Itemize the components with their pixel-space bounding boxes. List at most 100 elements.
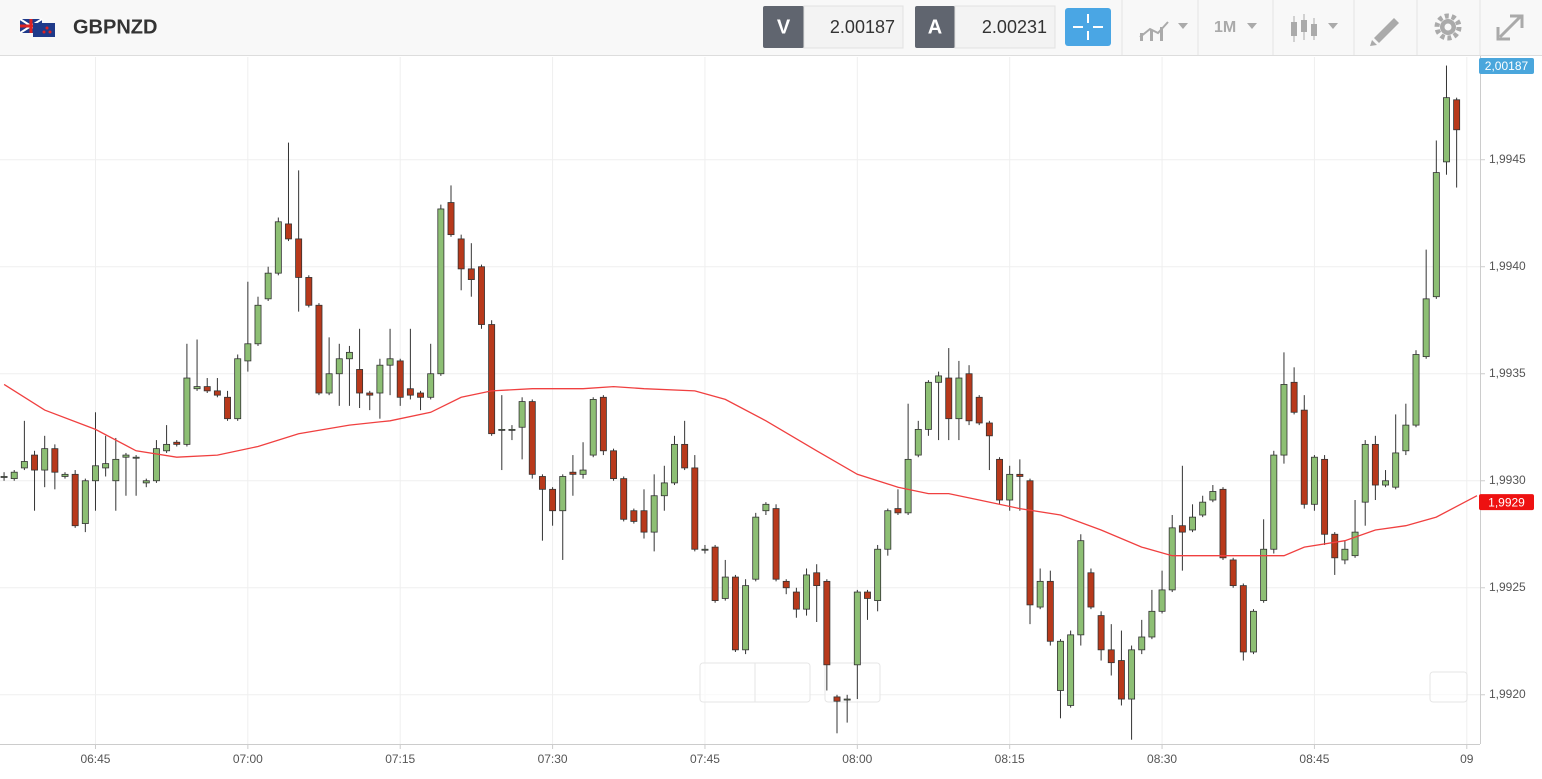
plot: [0, 65, 1478, 740]
ask-button[interactable]: [915, 6, 955, 48]
timeframe[interactable]: 1M: [1214, 19, 1236, 36]
candle-body: [274, 221, 282, 274]
chart-type-button[interactable]: [1139, 21, 1188, 41]
candle-body: [142, 480, 150, 484]
ask-price-box[interactable]: [954, 5, 1056, 49]
candle-body: [1260, 548, 1268, 602]
candle-body: [1077, 540, 1085, 636]
candle-body: [1392, 452, 1400, 488]
candle-body: [1402, 424, 1410, 452]
fullscreen-button[interactable]: [1496, 14, 1524, 41]
candle-body: [1117, 660, 1125, 700]
candle-body: [1006, 473, 1014, 501]
x-tick-label: 09: [1460, 752, 1474, 766]
candle-body: [742, 585, 750, 651]
ask-price: 2.00231: [982, 17, 1047, 37]
candle-body: [833, 696, 841, 702]
price-tag-label: 1,9929: [1488, 495, 1525, 509]
candle-body: [1087, 572, 1095, 608]
candle-body: [1168, 527, 1176, 591]
candle-body: [325, 373, 333, 394]
candle-body: [508, 428, 516, 431]
candle-body: [874, 548, 882, 602]
timeframe-caret: [1247, 23, 1257, 29]
candle-body: [1300, 409, 1308, 505]
candle-body: [193, 386, 201, 390]
crosshair-button[interactable]: [1065, 8, 1111, 46]
candle-body: [1097, 615, 1105, 651]
candle-body: [945, 377, 953, 420]
candle-body: [305, 277, 313, 306]
candle-body: [1443, 97, 1450, 163]
candle-body: [406, 388, 414, 396]
candle-body: [681, 443, 689, 469]
candle-body: [132, 456, 140, 459]
candle-body: [813, 572, 821, 587]
candle-body: [853, 591, 861, 666]
candle-body: [1331, 533, 1339, 559]
candle-body: [1107, 649, 1115, 664]
candle-body: [122, 454, 130, 458]
candle-body: [691, 467, 699, 550]
candle-body: [1412, 354, 1420, 426]
candle-body: [782, 580, 790, 589]
candle-body: [1148, 610, 1156, 638]
candle-body: [650, 495, 658, 533]
candle-body: [203, 386, 211, 392]
candle-body: [1189, 516, 1196, 531]
candle-body: [731, 576, 739, 651]
bid-price-box[interactable]: [803, 5, 904, 49]
candle-body: [985, 422, 993, 437]
candle-body: [843, 698, 851, 701]
candle-body: [467, 268, 475, 280]
candle-body: [518, 401, 526, 428]
grid: [0, 57, 1480, 744]
candle-body: [884, 510, 892, 550]
candle-body: [610, 450, 617, 480]
candle-body: [864, 591, 871, 599]
y-tick-label: 1,9930: [1489, 473, 1526, 487]
candle-body: [671, 443, 678, 484]
candle-body: [112, 458, 120, 482]
moving-average-line: [3, 383, 1478, 557]
x-tick-label: 08:15: [995, 752, 1025, 766]
candle-body: [1290, 381, 1298, 413]
flag-icon: [19, 18, 55, 37]
candle-body: [914, 428, 922, 456]
candle-body: [711, 546, 719, 602]
x-tick-label: 06:45: [80, 752, 110, 766]
draw-tool-button[interactable]: [1370, 18, 1399, 46]
candle-body: [1239, 585, 1247, 653]
candle-body: [975, 396, 983, 424]
bid-label: V: [777, 16, 791, 38]
bid-button[interactable]: [763, 6, 804, 48]
candle-body: [244, 343, 252, 362]
candle-body: [894, 508, 902, 514]
widget-box[interactable]: [824, 662, 881, 703]
price-tag: [1479, 494, 1534, 511]
settings-button[interactable]: [1434, 13, 1462, 41]
candle-body: [315, 304, 323, 394]
candle-body: [1250, 610, 1257, 653]
candle-body: [1371, 443, 1379, 486]
candle-body: [447, 202, 455, 236]
candle-body: [213, 390, 221, 396]
candle-body: [488, 324, 496, 435]
candle-body: [538, 476, 546, 490]
candle-body: [1057, 640, 1064, 691]
candle-body: [935, 375, 943, 383]
x-tick-label: 08:30: [1147, 752, 1177, 766]
candles-button[interactable]: [1291, 14, 1338, 42]
candle-body: [792, 591, 800, 610]
y-tick-label: 1,9925: [1489, 580, 1526, 594]
widget-box[interactable]: [1429, 671, 1468, 703]
candle-body: [335, 358, 343, 375]
candle-body: [630, 510, 638, 522]
candle-body: [478, 266, 485, 325]
candle-body: [427, 373, 435, 398]
candle-body: [173, 441, 181, 445]
axes: 1,9920 1,9925 1,9930 1,9935 1,9940 1,9945 06:4…: [80, 58, 1534, 766]
candle-body: [498, 428, 506, 431]
candle-body: [924, 381, 932, 430]
